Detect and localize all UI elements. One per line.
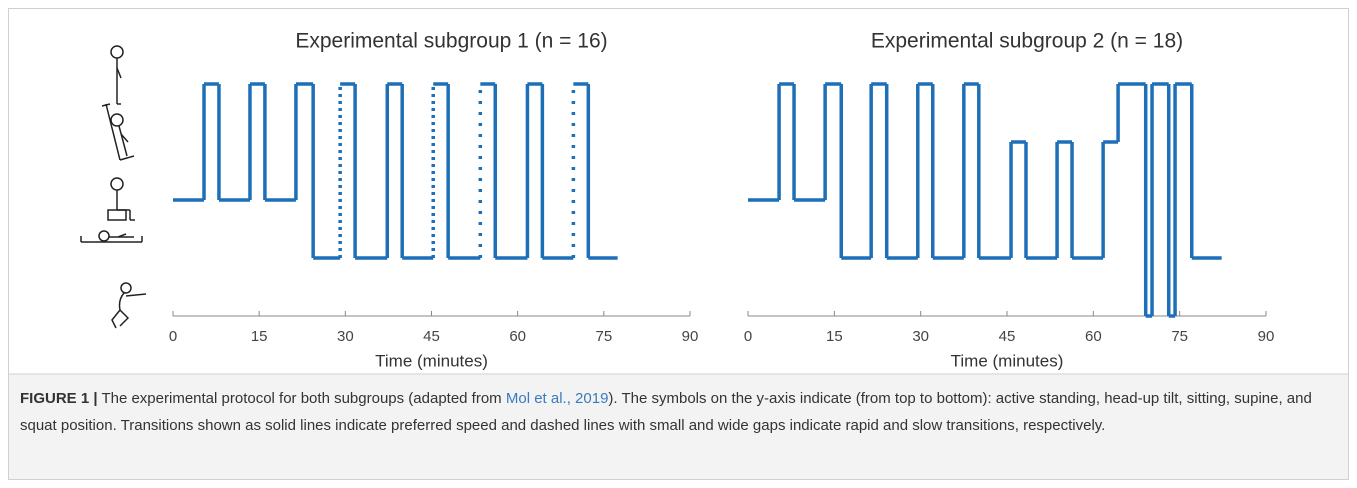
icon-supine xyxy=(80,230,143,243)
posture-icons xyxy=(80,45,147,329)
caption-text: ). The symbols on the y-axis indicate (f… xyxy=(20,390,1312,434)
caption-label: FIGURE 1 | xyxy=(20,390,98,407)
x-tick-label: 30 xyxy=(912,328,929,345)
x-tick-label: 75 xyxy=(1171,328,1188,345)
x-tick-label: 15 xyxy=(251,328,268,345)
x-tick-label: 75 xyxy=(595,328,612,345)
x-tick-label: 0 xyxy=(169,328,177,345)
caption-background xyxy=(9,374,1348,479)
x-tick-label: 45 xyxy=(423,328,440,345)
x-tick-label: 60 xyxy=(509,328,526,345)
figure-frame xyxy=(8,8,1349,480)
x-tick-label: 45 xyxy=(999,328,1016,345)
x-tick-label: 30 xyxy=(337,328,354,345)
x-axis-label: Time (minutes) xyxy=(375,351,488,370)
icon-squat xyxy=(111,282,147,329)
x-axis-label: Time (minutes) xyxy=(951,351,1064,370)
caption: FIGURE 1 | The experimental protocol for… xyxy=(20,385,1338,439)
x-tick-label: 15 xyxy=(826,328,843,345)
chart-title: Experimental subgroup 1 (n = 16) xyxy=(295,30,607,53)
x-tick-label: 90 xyxy=(1258,328,1275,345)
x-tick-label: 0 xyxy=(744,328,752,345)
citation-link[interactable]: Mol et al., 2019 xyxy=(505,390,609,407)
icon-standing xyxy=(110,45,124,105)
icon-tilt xyxy=(101,103,135,161)
caption-text: The experimental protocol for both subgr… xyxy=(101,390,502,407)
x-tick-label: 60 xyxy=(1085,328,1102,345)
icon-sitting xyxy=(107,177,135,221)
x-tick-label: 90 xyxy=(682,328,699,345)
chart-title: Experimental subgroup 2 (n = 18) xyxy=(871,30,1183,53)
